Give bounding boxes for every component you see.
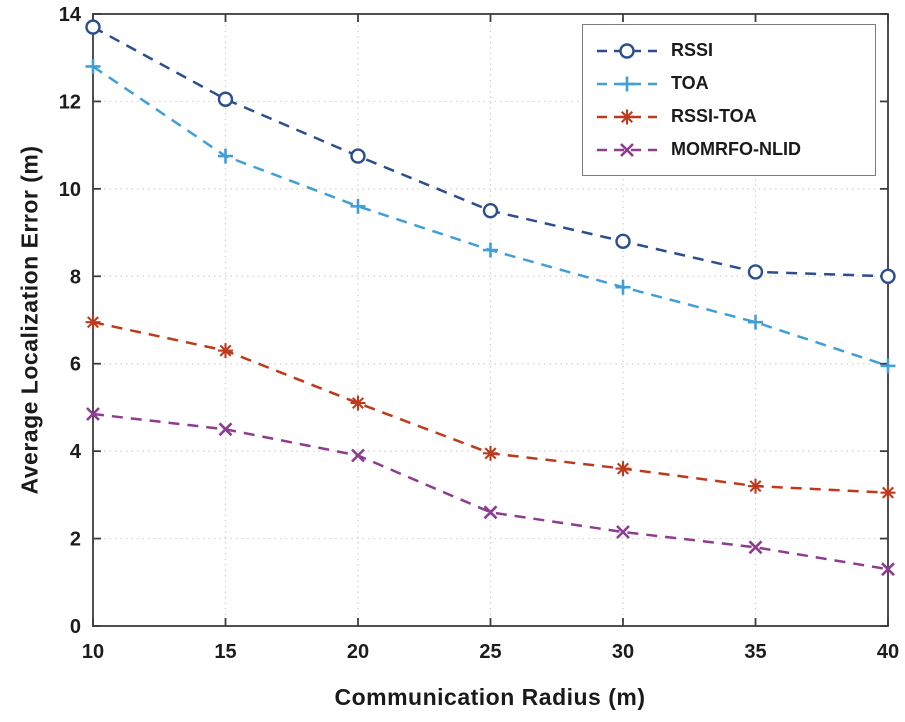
marker-circle [615, 233, 631, 250]
x-tick-label: 40 [877, 641, 899, 663]
x-tick-label: 15 [214, 641, 236, 663]
x-tick-label: 10 [82, 641, 104, 663]
marker-circle [747, 264, 764, 280]
marker-circle [619, 42, 635, 59]
marker-circle [880, 268, 896, 284]
legend-label: RSSI [671, 40, 714, 60]
marker-asterisk [218, 343, 233, 359]
x-tick-label: 30 [612, 641, 634, 663]
legend-sample-circle-icon [597, 42, 657, 59]
series-line-RSSI-TOA [92, 320, 889, 494]
marker-x [620, 142, 634, 157]
y-tick-label: 8 [70, 266, 81, 288]
marker-plus [748, 314, 763, 330]
y-axis-label: Average Localization Error (m) [16, 145, 43, 495]
y-tick-label: 12 [59, 91, 81, 113]
marker-asterisk [880, 485, 896, 501]
marker-asterisk [748, 478, 763, 494]
marker-x [748, 540, 763, 555]
marker-asterisk [483, 445, 498, 461]
marker-plus [615, 279, 631, 295]
x-tick-label: 20 [347, 641, 369, 663]
marker-plus [218, 148, 233, 164]
marker-circle [85, 19, 101, 35]
legend-label: MOMRFO-NLID [671, 139, 801, 159]
legend-sample-asterisk-icon [597, 109, 657, 124]
marker-plus [483, 242, 498, 258]
y-tick-label: 2 [70, 529, 81, 551]
marker-asterisk [615, 461, 631, 477]
marker-x [86, 407, 100, 421]
marker-x [616, 525, 630, 539]
legend-label: TOA [671, 73, 709, 93]
legend-item-RSSI: RSSI [595, 34, 875, 67]
series-markers-RSSI-TOA [85, 314, 896, 501]
marker-x [483, 505, 498, 520]
x-tick-label: 35 [744, 641, 766, 663]
marker-x [218, 422, 233, 437]
series-line-MOMRFO-NLID [92, 412, 889, 571]
marker-plus [619, 76, 635, 91]
y-tick-label: 6 [70, 354, 81, 376]
marker-plus [350, 198, 366, 214]
marker-x [881, 562, 895, 577]
legend-item-MOMRFO-NLID: MOMRFO-NLID [595, 133, 875, 166]
series-markers-TOA [85, 58, 896, 374]
marker-asterisk [619, 109, 635, 124]
marker-circle [482, 203, 499, 219]
legend-label: RSSI-TOA [671, 106, 757, 126]
legend-sample-plus-icon [597, 76, 657, 91]
x-tick-label: 25 [479, 641, 501, 663]
legend-item-TOA: TOA [595, 67, 875, 100]
y-tick-label: 10 [59, 179, 81, 201]
marker-x [351, 448, 365, 463]
x-axis-label: Communication Radius (m) [334, 684, 646, 710]
marker-circle [217, 91, 234, 107]
legend-item-RSSI-TOA: RSSI-TOA [595, 100, 875, 133]
marker-circle [350, 148, 366, 164]
series-markers-MOMRFO-NLID [86, 407, 895, 577]
legend: RSSI TOA RSSI-TOA MOMRFO-NLID [582, 24, 876, 176]
series-markers-RSSI [85, 19, 896, 284]
y-tick-label: 4 [70, 441, 82, 463]
y-tick-label: 0 [70, 616, 81, 638]
legend-sample-x-icon [597, 142, 657, 157]
marker-asterisk [350, 395, 366, 411]
marker-asterisk [85, 314, 101, 330]
marker-plus [880, 358, 896, 374]
y-tick-label: 14 [59, 4, 82, 26]
marker-plus [85, 58, 101, 74]
